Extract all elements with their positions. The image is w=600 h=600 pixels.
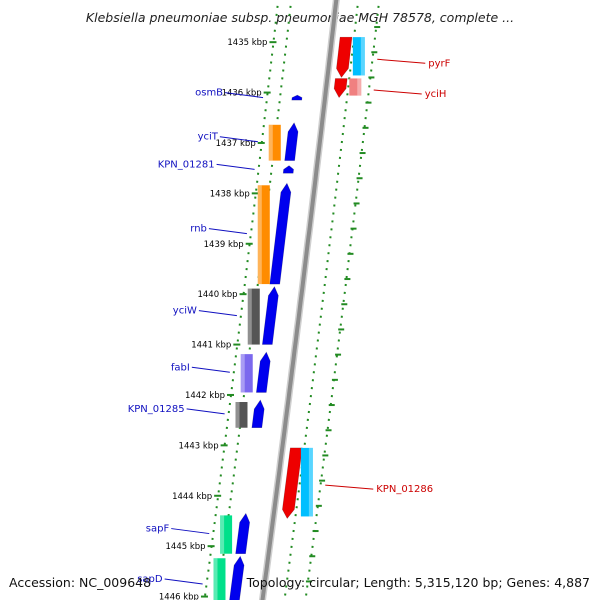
- kbp-tick-label: 1445 kbp: [166, 542, 206, 552]
- gene-sapd-cog-highlight: [213, 558, 218, 600]
- gene-osmb-label[interactable]: osmB: [195, 88, 223, 99]
- gene-kpn-01285-cog-bar: [235, 402, 248, 428]
- gene-kpn-01281-arrow[interactable]: [282, 165, 294, 174]
- gene-osmb-leader: [224, 92, 264, 99]
- gene-fabi-label[interactable]: fabI: [171, 362, 190, 373]
- gene-sapf-cog-bar: [220, 515, 233, 554]
- gene-ycit-leader: [219, 136, 258, 143]
- gene-ycit-label[interactable]: yciT: [198, 132, 219, 143]
- gene-ycit-arrow[interactable]: [284, 122, 299, 161]
- accession-label: Accession: NC_009648: [9, 575, 152, 590]
- gene-rnb-cog-bar: [257, 185, 270, 285]
- gene-pyrf-cog-highlight: [360, 37, 365, 76]
- gene-kpn-01285-cog-highlight: [235, 402, 240, 428]
- gene-pyrf-arrow[interactable]: [336, 36, 353, 78]
- genome-backbone: [260, 0, 339, 600]
- kbp-tick-label: 1446 kbp: [159, 593, 199, 600]
- gene-kpn-01286-leader: [325, 484, 374, 490]
- gene-fabi-cog-highlight: [240, 354, 245, 393]
- genome-summary-label: Topology: circular; Length: 5,315,120 bp…: [246, 575, 590, 590]
- kbp-tick-label: 1438 kbp: [210, 189, 250, 199]
- gene-ycih-cog-bar: [349, 78, 362, 96]
- kbp-tick-label: 1443 kbp: [179, 441, 219, 451]
- gene-kpn-01286-label[interactable]: KPN_01286: [376, 484, 433, 495]
- gene-sapd-label[interactable]: sapD: [137, 574, 163, 585]
- kbp-tick-label: 1444 kbp: [172, 492, 212, 502]
- gene-kpn-01281-leader: [216, 163, 255, 170]
- gene-yciw-arrow[interactable]: [261, 285, 279, 345]
- gene-kpn-01285-arrow[interactable]: [251, 399, 265, 429]
- gene-rnb-label[interactable]: rnb: [190, 224, 207, 235]
- kbp-tick-label: 1442 kbp: [185, 391, 225, 401]
- gene-rnb-arrow[interactable]: [269, 182, 292, 285]
- map-title: Klebsiella pneumoniae subsp. pneumoniae …: [85, 10, 515, 25]
- gene-sapd-cog-bar: [213, 558, 226, 600]
- gene-fabi-leader: [191, 366, 230, 373]
- kbp-tick-label: 1441 kbp: [191, 341, 231, 351]
- gene-yciw-cog-highlight: [247, 288, 252, 345]
- gene-rnb-cog-highlight: [257, 185, 262, 285]
- kbp-tick-label: 1436 kbp: [222, 89, 262, 99]
- kbp-tick-label: 1439 kbp: [204, 240, 244, 250]
- gene-sapd-arrow[interactable]: [228, 555, 245, 600]
- gene-kpn-01286-arrow[interactable]: [282, 447, 303, 519]
- gene-fabi-arrow[interactable]: [255, 351, 271, 393]
- kbp-tick-label: 1437 kbp: [216, 139, 256, 149]
- gene-pyrf-cog-bar: [352, 37, 365, 76]
- gene-ycit-cog-highlight: [268, 124, 273, 161]
- gene-ycih-cog-highlight: [357, 78, 362, 96]
- gene-ycih-leader: [373, 89, 422, 95]
- gene-yciw-leader: [198, 310, 237, 317]
- kbp-tick-label: 1440 kbp: [197, 290, 237, 300]
- gene-kpn-01285-leader: [186, 408, 225, 415]
- gene-pyrf-label[interactable]: pyrF: [428, 58, 450, 69]
- gene-fabi-cog-bar: [240, 354, 253, 393]
- gene-pyrf-leader: [377, 58, 426, 64]
- tick-track-3: [283, 0, 360, 600]
- gene-sapf-leader: [171, 528, 210, 535]
- gene-kpn-01286-cog-bar: [300, 447, 313, 517]
- gene-kpn-01285-label[interactable]: KPN_01285: [128, 404, 185, 415]
- gene-ycih-label[interactable]: yciH: [425, 89, 447, 100]
- gene-kpn-01281-label[interactable]: KPN_01281: [158, 159, 215, 170]
- gene-yciw-cog-bar: [247, 288, 260, 345]
- gene-osmb-arrow[interactable]: [291, 94, 303, 101]
- gene-kpn-01286-cog-highlight: [308, 447, 313, 517]
- kbp-tick-label: 1435 kbp: [227, 38, 267, 48]
- gene-sapf-arrow[interactable]: [235, 512, 250, 555]
- gene-sapf-cog-highlight: [220, 515, 225, 554]
- gene-sapd-leader: [164, 578, 203, 585]
- gene-sapf-label[interactable]: sapF: [146, 524, 170, 535]
- gene-yciw-label[interactable]: yciW: [173, 306, 197, 317]
- gene-rnb-leader: [208, 228, 247, 235]
- gene-ycit-cog-bar: [268, 124, 281, 161]
- gene-ycih-arrow[interactable]: [333, 78, 348, 99]
